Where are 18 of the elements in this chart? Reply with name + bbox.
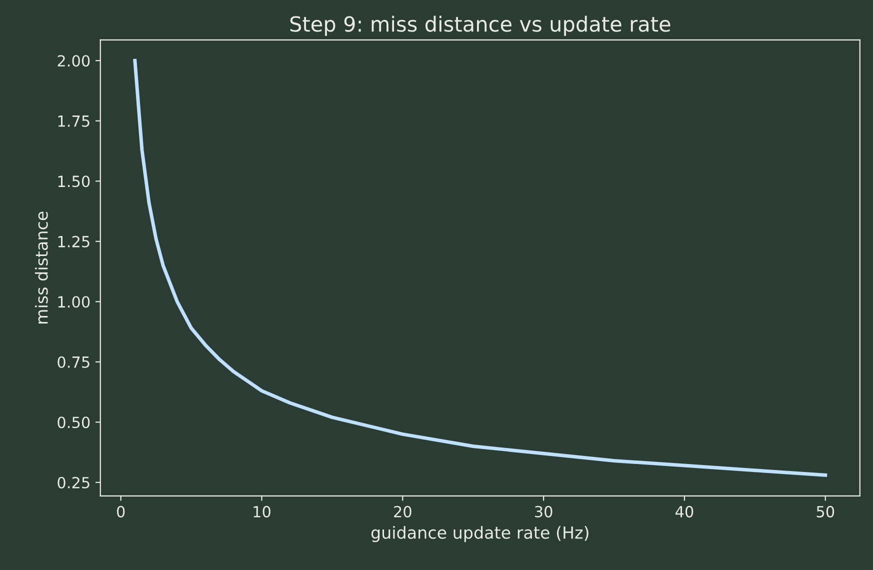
y-tick-label: 1.50 — [58, 176, 90, 188]
x-tick-label: 0 — [116, 506, 125, 518]
chart-title: Step 9: miss distance vs update rate — [290, 16, 670, 36]
y-tick-label: 1.00 — [58, 296, 90, 308]
y-tick-label: 1.75 — [58, 116, 90, 127]
y-tick-label: 1.25 — [58, 236, 90, 248]
y-tick-label: 0.50 — [58, 416, 90, 428]
y-axis-title: miss distance — [34, 212, 48, 324]
line-series — [133, 58, 828, 477]
x-tick-label: 30 — [535, 506, 552, 518]
x-axis-title: guidance update rate (Hz) — [371, 526, 588, 542]
y-tick-label: 0.75 — [58, 356, 90, 368]
y-tick-label: 2.00 — [58, 55, 90, 67]
x-tick-label: 10 — [254, 506, 270, 518]
y-tick-label: 0.25 — [58, 476, 90, 488]
x-tick-label: 50 — [816, 506, 834, 518]
x-tick-label: 20 — [394, 506, 412, 518]
x-tick-label: 40 — [676, 506, 694, 518]
